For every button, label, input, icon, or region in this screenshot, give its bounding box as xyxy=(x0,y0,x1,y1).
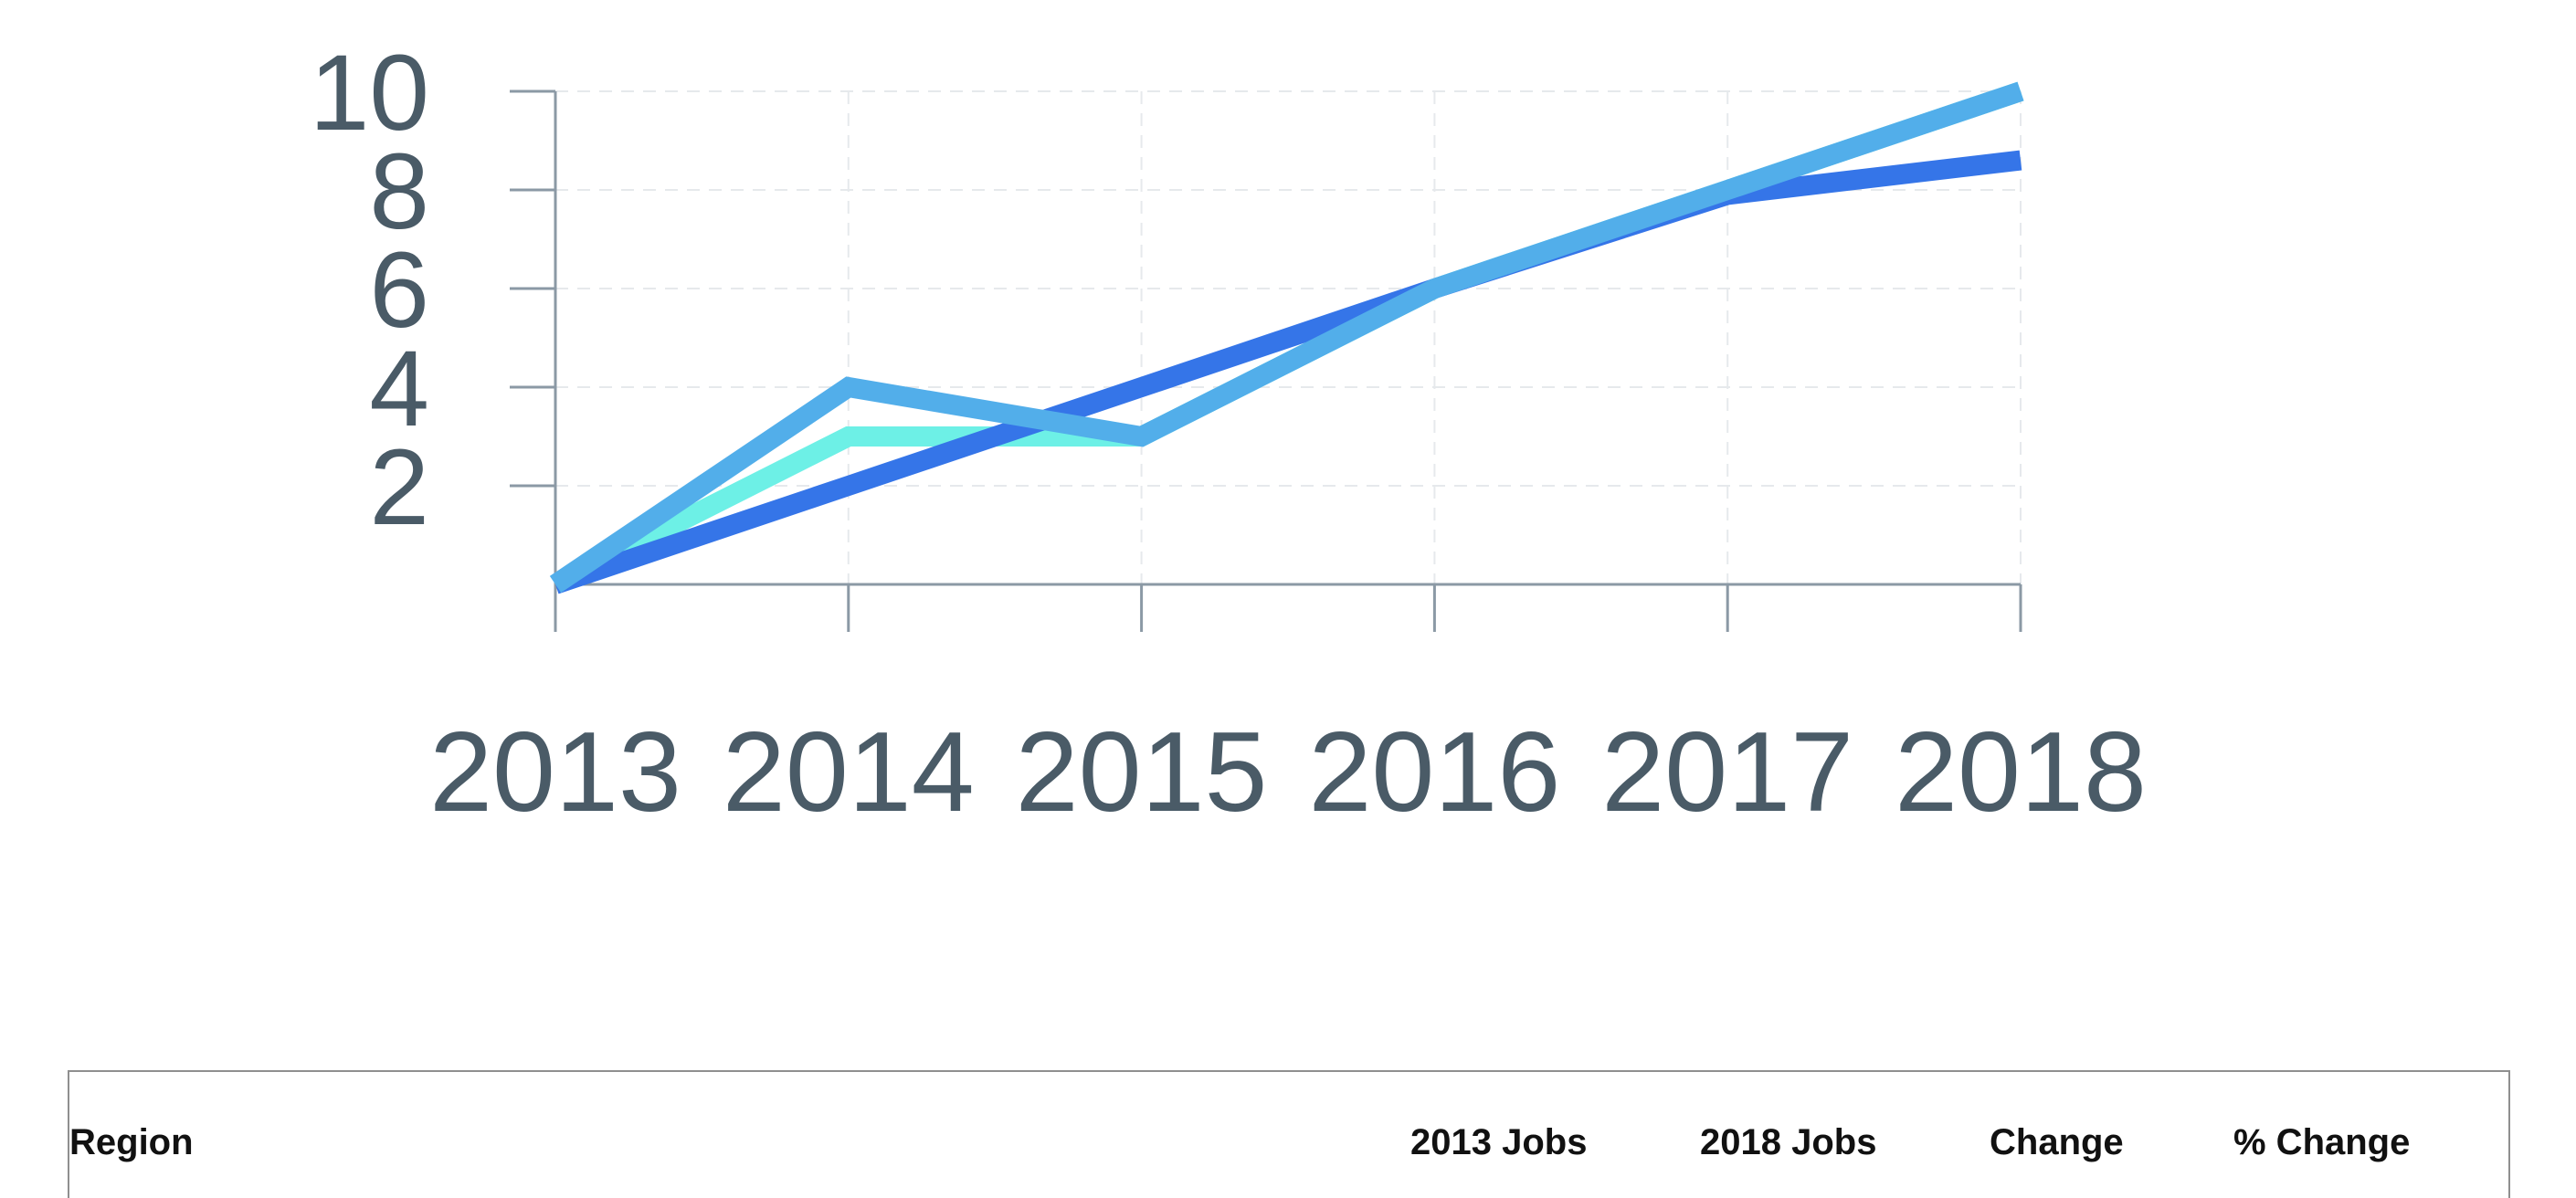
y-tick-label-6: 6 xyxy=(369,230,429,351)
y-tick-label-10: 10 xyxy=(310,33,429,153)
grid xyxy=(555,90,2022,584)
header-region[interactable]: Region xyxy=(69,1122,194,1162)
series xyxy=(549,81,2024,594)
header-change[interactable]: Change xyxy=(1990,1122,2124,1162)
y-tick-label-8: 8 xyxy=(369,131,429,252)
x-tick-label-2013: 2013 xyxy=(429,709,681,835)
header-2013-jobs[interactable]: 2013 Jobs xyxy=(1410,1122,1588,1162)
jobs-table: Region 2013 Jobs 2018 Jobs Change % Chan… xyxy=(68,1070,2510,1198)
y-tick-label-4: 4 xyxy=(369,329,429,449)
table-header-row: Region 2013 Jobs 2018 Jobs Change % Chan… xyxy=(69,1072,2508,1167)
header-2018-jobs[interactable]: 2018 Jobs xyxy=(1700,1122,1877,1162)
x-tick-label-2018: 2018 xyxy=(1895,709,2147,835)
axes xyxy=(510,89,2022,632)
series-line-2 xyxy=(552,150,2022,594)
jobs-table-grid: Region 2013 Jobs 2018 Jobs Change % Chan… xyxy=(69,1072,2508,1167)
header-pct-change[interactable]: % Change xyxy=(2233,1122,2411,1162)
y-tick-label-2: 2 xyxy=(369,427,429,548)
series-line-3 xyxy=(549,81,2024,594)
x-tick-label-2017: 2017 xyxy=(1601,709,1853,835)
x-tick-label-2015: 2015 xyxy=(1016,709,1268,835)
x-tick-label-2016: 2016 xyxy=(1308,709,1560,835)
x-tick-label-2014: 2014 xyxy=(723,709,975,835)
